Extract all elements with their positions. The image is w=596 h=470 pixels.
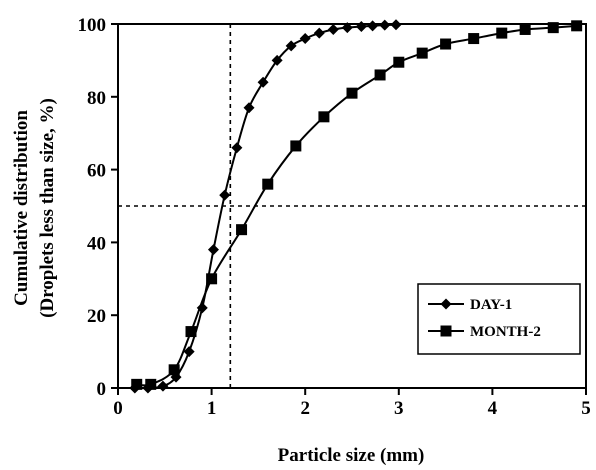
plot-area: 0 20 40 60 80 100 0 1 2 3 4 5 <box>78 15 591 419</box>
y-tick-label: 20 <box>87 306 106 327</box>
data-point-month-2 <box>374 69 386 81</box>
data-point-month-2 <box>393 56 405 68</box>
data-point-day-1 <box>390 19 402 31</box>
x-tick-label: 2 <box>300 398 310 419</box>
data-point-month-2 <box>131 378 143 390</box>
data-point-month-2 <box>168 364 180 376</box>
data-point-month-2 <box>318 111 330 123</box>
data-point-month-2 <box>547 22 559 34</box>
legend-label-month-2: MONTH-2 <box>470 324 541 340</box>
data-point-month-2 <box>440 38 452 50</box>
y-tick-label: 60 <box>87 161 106 182</box>
data-point-month-2 <box>571 20 583 32</box>
data-point-month-2 <box>185 326 197 338</box>
data-point-day-1 <box>367 20 379 32</box>
data-point-day-1 <box>157 380 169 392</box>
data-point-day-1 <box>341 22 353 34</box>
data-point-day-1 <box>299 33 311 45</box>
data-point-day-1 <box>327 23 339 35</box>
data-point-month-2 <box>519 23 531 35</box>
data-point-month-2 <box>206 273 218 285</box>
data-point-day-1 <box>231 142 243 154</box>
data-point-month-2 <box>145 378 157 390</box>
data-point-day-1 <box>313 27 325 39</box>
y-tick-label: 40 <box>87 233 106 254</box>
data-point-month-2 <box>262 178 274 190</box>
y-tick-label: 0 <box>97 379 107 400</box>
legend-marker-month-2 <box>440 325 452 337</box>
x-tick-label: 1 <box>207 398 217 419</box>
data-point-day-1 <box>257 76 269 88</box>
data-point-day-1 <box>285 40 297 52</box>
x-axis-title: Particle size (mm) <box>278 445 425 466</box>
y-tick-label: 100 <box>78 15 107 36</box>
data-point-month-2 <box>346 87 358 99</box>
data-point-day-1 <box>207 244 219 256</box>
legend: DAY-1 MONTH-2 <box>417 283 581 355</box>
y-axis-title-line2: (Droplets less than size, %) <box>37 98 58 318</box>
data-point-month-2 <box>496 27 508 39</box>
data-point-day-1 <box>355 21 367 33</box>
x-tick-label: 3 <box>394 398 404 419</box>
y-axis-title-line1: Cumulative distribution <box>11 110 32 306</box>
legend-marker-day-1 <box>440 298 452 310</box>
legend-box <box>417 283 581 355</box>
x-tick-label: 4 <box>488 398 498 419</box>
y-tick-label: 80 <box>87 88 106 109</box>
data-point-month-2 <box>416 47 428 59</box>
data-point-day-1 <box>379 19 391 31</box>
data-point-day-1 <box>243 102 255 114</box>
data-point-month-2 <box>236 224 248 236</box>
x-tick-label: 0 <box>113 398 123 419</box>
data-point-month-2 <box>290 140 302 152</box>
legend-label-day-1: DAY-1 <box>470 297 512 313</box>
data-point-day-1 <box>271 54 283 66</box>
y-axis-title-group: Cumulative distribution (Droplets less t… <box>11 98 58 318</box>
x-tick-label: 5 <box>581 398 591 419</box>
data-point-month-2 <box>468 33 480 45</box>
data-point-day-1 <box>219 189 231 201</box>
data-point-day-1 <box>183 346 195 358</box>
